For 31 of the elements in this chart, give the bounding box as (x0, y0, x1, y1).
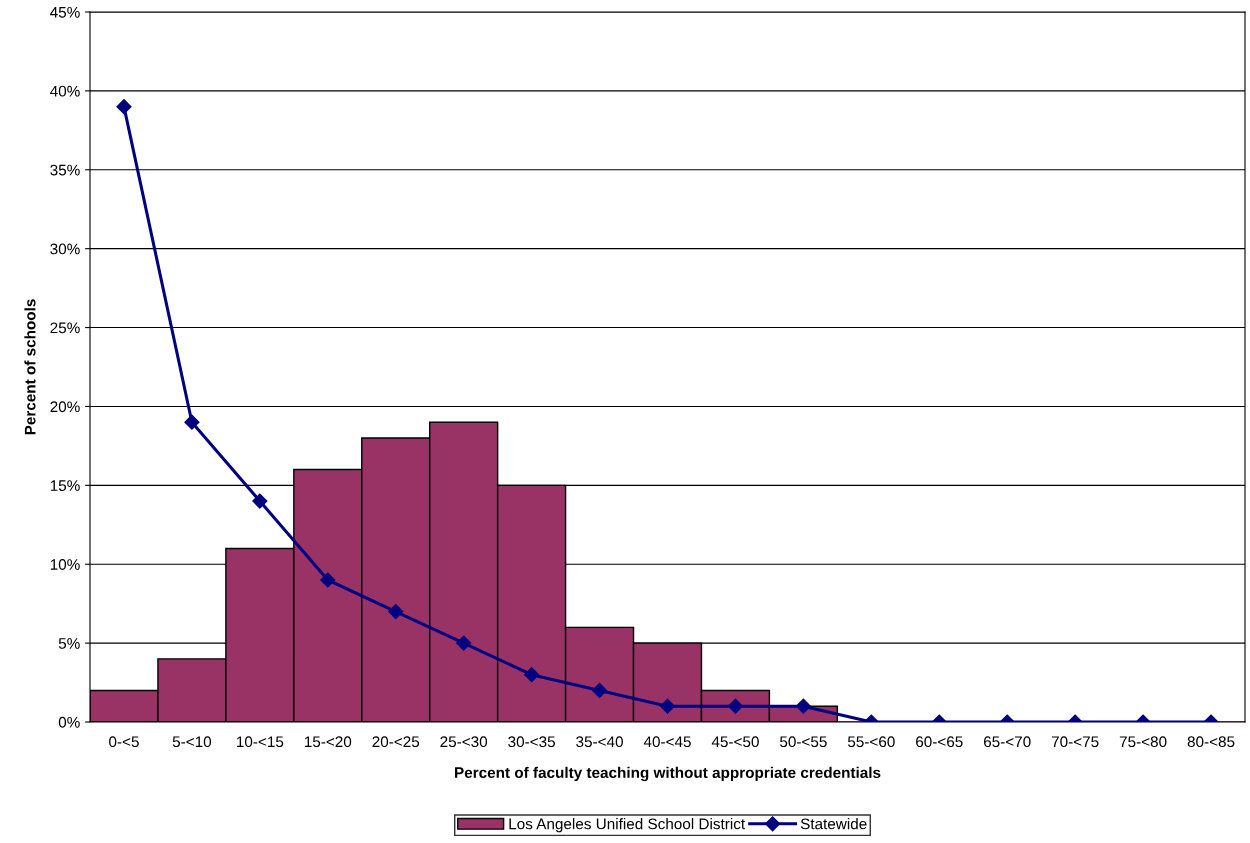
x-tick-label: 75-<80 (1119, 736, 1167, 748)
y-tick-label: 0% (58, 716, 80, 728)
y-tick-label: 25% (50, 322, 80, 334)
x-tick-label: 0-<5 (109, 736, 139, 748)
x-tick-label: 40-<45 (643, 736, 691, 748)
x-tick-label: 70-<75 (1051, 736, 1099, 748)
y-tick-label: 10% (50, 559, 80, 570)
x-axis-title: Percent of faculty teaching without appropriate credentials (455, 766, 881, 782)
x-tick-label: 80-<85 (1187, 736, 1235, 748)
y-tick-label: 15% (50, 480, 80, 492)
y-tick-label: 35% (50, 164, 80, 176)
x-tick-label: 20-<25 (372, 736, 420, 748)
y-tick-label: 5% (58, 638, 80, 649)
x-tick-label: 30-<35 (508, 736, 555, 748)
y-tick-label: 45% (50, 6, 80, 18)
x-tick-label: 45-<50 (711, 736, 759, 748)
x-tick-label: 5-<10 (172, 736, 212, 748)
x-tick-label: 60-<65 (916, 736, 963, 748)
x-tick-label: 10-<15 (237, 736, 284, 748)
y-axis-title: Percent of schools (24, 299, 36, 435)
y-tick-label: 30% (50, 243, 80, 255)
legend-label: Los Angeles Unified School District (509, 818, 746, 833)
x-tick-label: 65-<70 (983, 736, 1031, 748)
x-tick-label: 35-<40 (576, 736, 623, 748)
y-tick-label: 40% (50, 85, 80, 97)
legend-label: Statewide (800, 818, 867, 830)
y-tick-label: 20% (50, 401, 80, 413)
x-tick-label: 25-<30 (440, 736, 488, 748)
x-tick-label: 50-<55 (780, 736, 827, 748)
x-tick-label: 55-<60 (847, 736, 895, 748)
x-tick-label: 15-<20 (304, 736, 352, 748)
